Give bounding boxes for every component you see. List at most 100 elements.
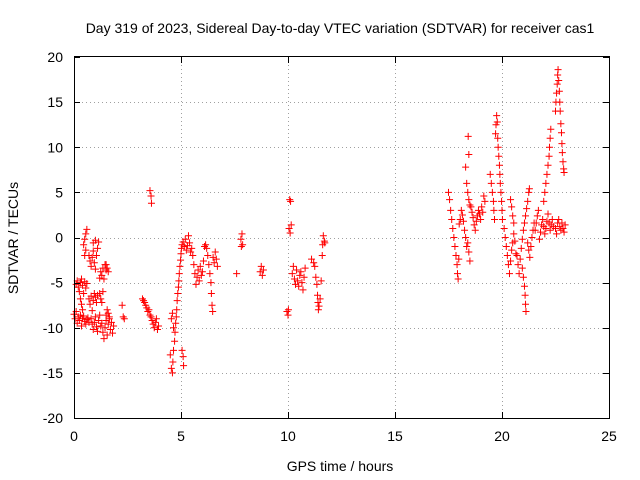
data-point [107, 318, 115, 326]
data-point [552, 224, 559, 232]
data-point [504, 261, 512, 269]
data-point [312, 273, 320, 281]
data-point [188, 244, 196, 252]
data-point [559, 158, 567, 166]
data-point [204, 252, 212, 260]
data-point [488, 188, 496, 196]
data-point [517, 244, 525, 252]
data-point [496, 179, 504, 187]
data-point [496, 170, 504, 178]
data-point [501, 234, 509, 241]
data-point [493, 118, 501, 126]
data-point [518, 264, 526, 272]
data-point [168, 309, 176, 317]
data-point [546, 143, 554, 151]
y-tick-label: -10 [43, 320, 63, 336]
data-point [92, 252, 100, 260]
data-point [558, 219, 566, 227]
data-point [150, 324, 158, 332]
data-point [110, 322, 118, 330]
data-point [498, 206, 506, 214]
y-tick-label: 0 [55, 230, 63, 246]
data-point [178, 346, 186, 354]
data-point [547, 125, 555, 133]
data-point [546, 226, 554, 234]
data-point [556, 98, 564, 106]
data-point [167, 315, 175, 323]
data-point [118, 301, 126, 309]
data-point [192, 280, 200, 288]
data-point [321, 239, 329, 247]
data-point [237, 243, 245, 251]
data-point [541, 230, 549, 238]
data-point [195, 277, 203, 285]
data-point [554, 66, 562, 74]
data-point [175, 270, 183, 278]
data-point [480, 192, 488, 200]
data-point [109, 329, 117, 337]
data-point [151, 318, 159, 326]
data-points [70, 66, 569, 377]
data-point [526, 253, 534, 261]
data-point [458, 211, 466, 219]
data-point [491, 215, 499, 223]
data-point [99, 328, 107, 336]
data-point [258, 271, 266, 279]
data-point [180, 243, 188, 251]
data-point [97, 295, 105, 303]
data-point [465, 150, 473, 158]
data-point [559, 224, 567, 232]
data-point [211, 248, 219, 256]
data-point [198, 268, 206, 276]
y-tick-label: -15 [43, 365, 63, 381]
data-point [514, 261, 522, 269]
data-point [477, 215, 485, 223]
data-point [508, 203, 516, 211]
data-point [503, 252, 511, 260]
data-point [533, 212, 541, 220]
data-point [531, 226, 539, 234]
data-point [455, 255, 463, 263]
data-point [310, 259, 318, 267]
data-point [558, 149, 566, 157]
data-point [515, 270, 523, 278]
data-point [206, 270, 214, 278]
data-point [500, 224, 508, 232]
data-point [98, 271, 106, 279]
data-point [494, 134, 502, 142]
data-point [101, 324, 109, 332]
data-point [466, 201, 474, 209]
data-point [100, 275, 108, 283]
data-point [448, 215, 456, 223]
data-point [140, 297, 148, 305]
data-point [543, 170, 551, 178]
data-point [187, 248, 195, 256]
data-point [464, 188, 472, 196]
data-point [83, 225, 91, 233]
data-point [95, 238, 103, 246]
data-point [509, 212, 517, 220]
data-point [283, 308, 291, 316]
data-point [548, 215, 556, 223]
data-point [83, 280, 91, 288]
data-point [194, 266, 202, 274]
data-point [450, 234, 458, 241]
data-point [87, 315, 95, 323]
data-point [88, 307, 96, 315]
data-point [446, 196, 454, 204]
data-point [553, 80, 561, 88]
data-point [186, 239, 194, 247]
data-point [456, 215, 464, 223]
plot-frame [74, 56, 610, 419]
data-point [525, 246, 533, 254]
data-point [146, 187, 154, 195]
data-point [465, 248, 473, 256]
data-point [99, 288, 107, 296]
data-point [481, 197, 489, 205]
x-tick-label: 5 [177, 428, 185, 444]
data-point [104, 320, 112, 328]
data-point [522, 308, 530, 316]
data-point [82, 284, 90, 292]
x-axis-label: GPS time / hours [287, 458, 394, 474]
data-point [498, 215, 506, 223]
